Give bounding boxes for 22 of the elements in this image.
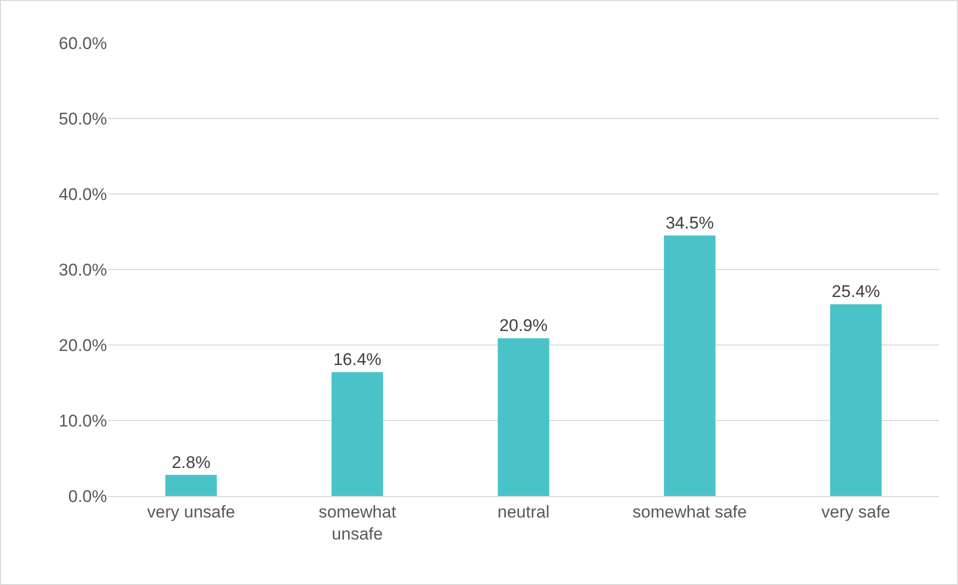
bar — [332, 372, 384, 496]
y-tick-label: 60.0% — [58, 34, 107, 53]
y-tick-label: 20.0% — [58, 336, 107, 355]
y-tick-label: 50.0% — [58, 109, 107, 128]
bar — [165, 474, 217, 496]
y-tick-label: 40.0% — [58, 184, 107, 204]
bar — [498, 338, 550, 496]
bar — [664, 236, 716, 496]
y-tick-label: 10.0% — [58, 411, 107, 430]
data-label: 25.4% — [832, 282, 880, 302]
bar — [830, 304, 882, 496]
x-tick-label: somewhat unsafe — [318, 502, 396, 544]
x-tick-label: neutral — [498, 502, 550, 522]
data-label: 2.8% — [172, 452, 210, 472]
data-label: 20.9% — [499, 316, 548, 336]
x-tick-label: very safe — [821, 502, 890, 522]
y-tick-label: 0.0% — [68, 486, 107, 506]
data-label: 16.4% — [333, 350, 382, 370]
x-tick-label: somewhat safe — [632, 502, 747, 522]
y-tick-label: 30.0% — [58, 260, 107, 280]
data-label: 34.5% — [666, 214, 714, 233]
x-tick-label: very unsafe — [147, 502, 236, 522]
